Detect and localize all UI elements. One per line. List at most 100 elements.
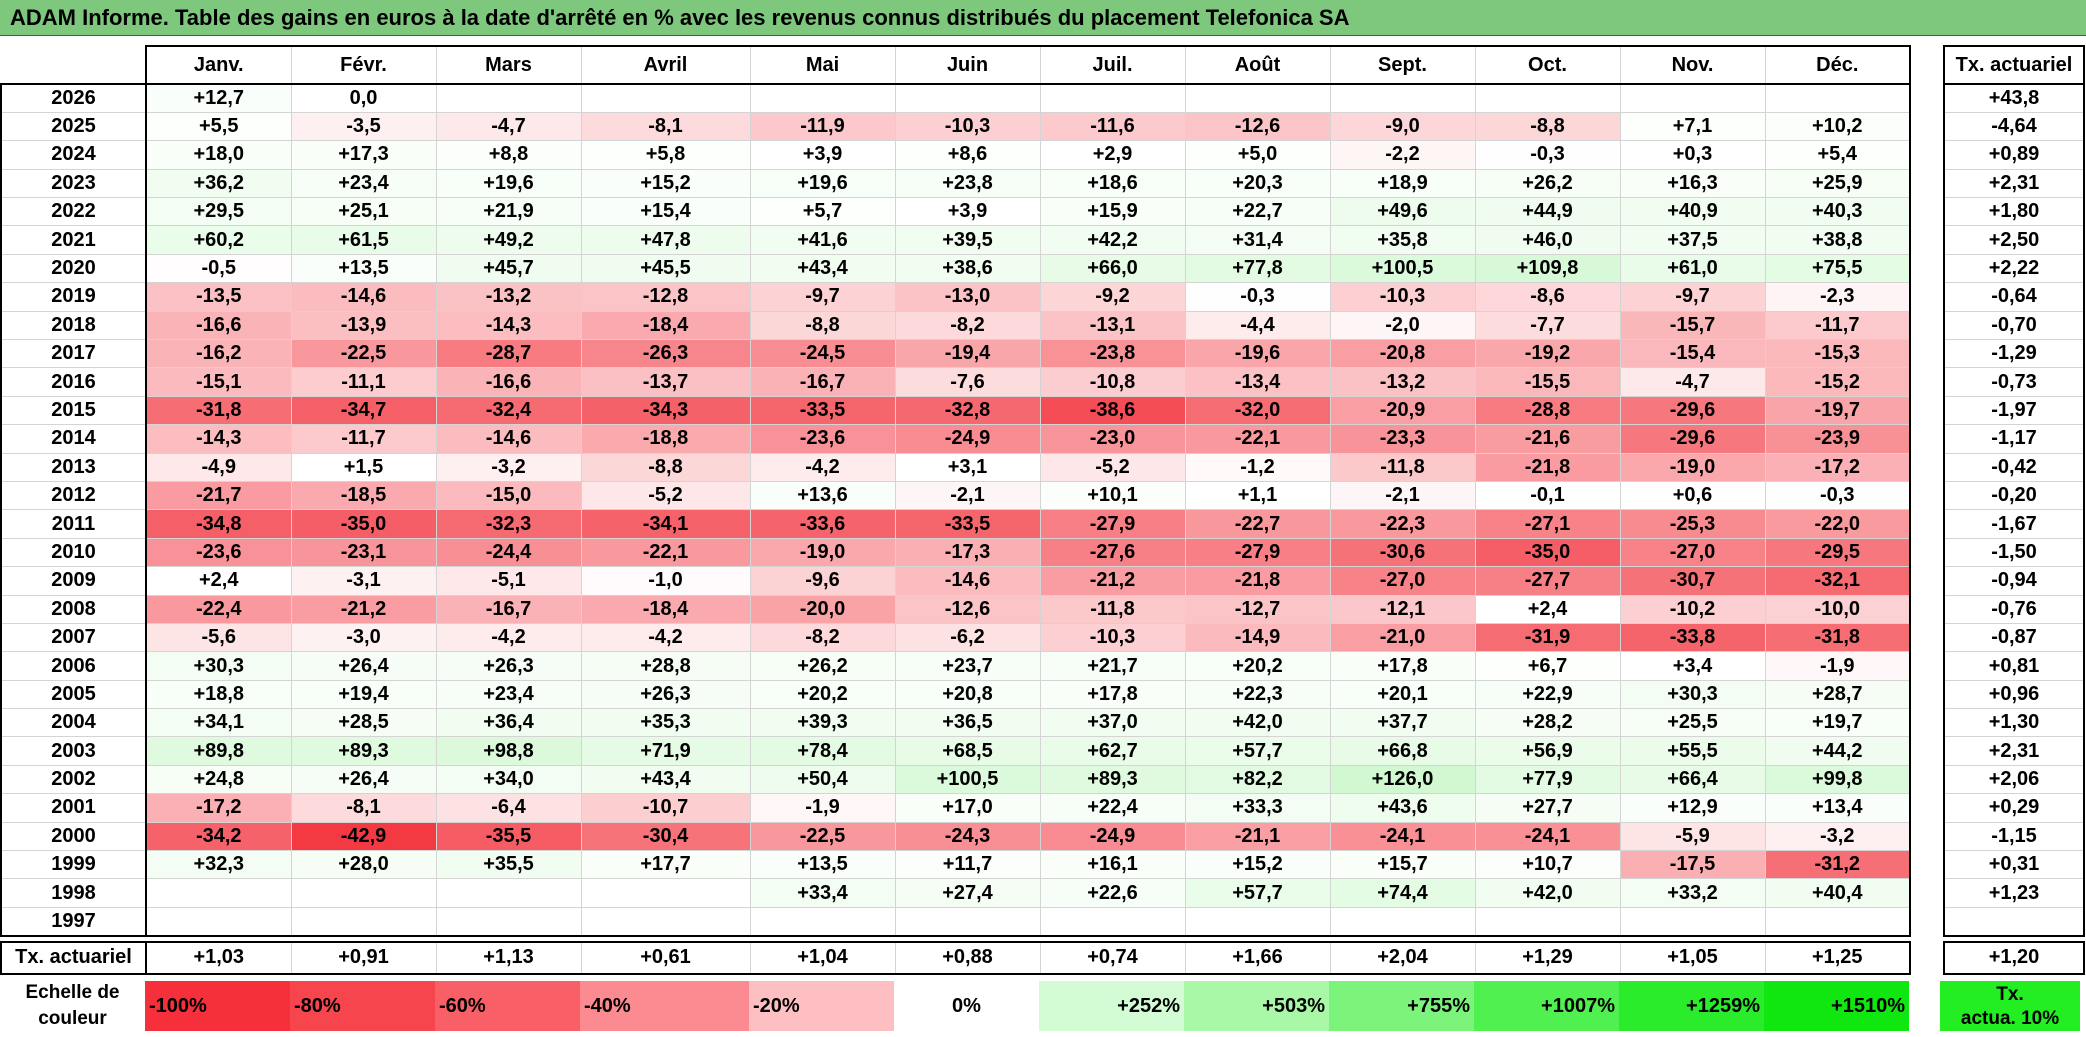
gain-cell: +74,4 [1329, 878, 1476, 908]
gain-cell: +21,9 [435, 197, 582, 227]
gain-cell: +39,5 [894, 225, 1041, 255]
table-row: 2006 +30,3 +26,4 +26,3 +28,8 +26,2 +23,7 +21,7 +… [0, 651, 2085, 681]
gain-cell [1329, 906, 1476, 937]
gain-cell: -6,2 [894, 622, 1041, 653]
gain-cell: -22,7 [1184, 509, 1331, 539]
table-row: 2026 +12,7 0,0 +43,8 [0, 83, 2085, 113]
year-label: 2012 [0, 480, 147, 511]
gain-cell: +27,4 [894, 878, 1041, 908]
month-header: Août [1184, 45, 1331, 85]
table-row: 2002 +24,8 +26,4 +34,0 +43,4 +50,4 +100,5 +89,3… [0, 764, 2085, 795]
gain-cell: +26,3 [580, 679, 751, 710]
gain-cell: -23,6 [145, 537, 292, 568]
gain-cell: +12,9 [1619, 793, 1766, 823]
color-scale-swatch: -60% [435, 981, 580, 1031]
gain-cell: +17,8 [1039, 679, 1186, 710]
gain-cell: -27,7 [1474, 566, 1621, 596]
gain-cell: +32,3 [145, 850, 292, 880]
gain-cell: -11,8 [1329, 452, 1476, 482]
gain-cell: +22,9 [1474, 679, 1621, 710]
table-body: 2026 +12,7 0,0 +43,8 2025 +5,5 -3,5 -4,7 -8,1 -11… [0, 83, 2085, 975]
gain-cell: -33,5 [894, 509, 1041, 539]
gain-cell: +13,5 [749, 850, 896, 880]
gain-cell: +23,4 [290, 168, 437, 199]
actuarial-scale-swatch: Tx. actua. 10% [1940, 981, 2080, 1031]
gains-table: Janv. Févr. Mars Avril Mai Juin Juil. Août Sept.… [0, 45, 2085, 975]
actuarial-cell: +2,06 [1943, 764, 2085, 795]
month-header: Janv. [145, 45, 292, 85]
gain-cell: +77,9 [1474, 764, 1621, 795]
gain-cell: +20,2 [749, 679, 896, 710]
summary-cell: +1,04 [749, 940, 896, 975]
gain-cell: -29,6 [1619, 395, 1766, 426]
gain-cell: -15,1 [145, 367, 292, 397]
gain-cell: +17,0 [894, 793, 1041, 823]
month-header: Déc. [1764, 45, 1911, 85]
gain-cell: -22,3 [1329, 509, 1476, 539]
gain-cell: +98,8 [435, 736, 582, 766]
gain-cell: -32,1 [1764, 566, 1911, 596]
gain-cell: +19,7 [1764, 708, 1911, 738]
gain-cell [290, 878, 437, 908]
gain-cell: -15,2 [1764, 367, 1911, 397]
actuarial-cell: -0,20 [1943, 480, 2085, 511]
column-gap [1910, 595, 1944, 624]
gain-cell: -24,1 [1474, 821, 1621, 852]
gain-cell: -22,0 [1764, 509, 1911, 539]
gain-cell: +1,5 [290, 452, 437, 482]
column-gap [1910, 538, 1944, 567]
gain-cell: +26,2 [749, 651, 896, 681]
column-gap [1910, 225, 1944, 255]
gain-cell [749, 906, 896, 937]
gain-cell: +15,2 [1184, 850, 1331, 880]
gain-cell [145, 878, 292, 908]
gain-cell: +78,4 [749, 736, 896, 766]
gain-cell: -15,0 [435, 480, 582, 511]
gain-cell: -8,1 [580, 111, 751, 142]
gain-cell: -5,9 [1619, 821, 1766, 852]
gain-cell: +20,2 [1184, 651, 1331, 681]
gain-cell: +41,6 [749, 225, 896, 255]
gain-cell: -22,4 [145, 594, 292, 624]
year-label: 2022 [0, 197, 147, 227]
gain-cell: -19,0 [749, 537, 896, 568]
gain-cell: -34,3 [580, 395, 751, 426]
gain-cell: -34,2 [145, 821, 292, 852]
gain-cell: +5,0 [1184, 140, 1331, 170]
gain-cell: -4,4 [1184, 310, 1331, 341]
color-scale-label-line1: Echelle de [25, 982, 120, 1003]
year-label: 2008 [0, 594, 147, 624]
gain-cell: -20,9 [1329, 395, 1476, 426]
year-label: 1998 [0, 878, 147, 908]
gain-cell: +19,4 [290, 679, 437, 710]
gain-cell: -22,5 [290, 339, 437, 369]
table-row: 2011 -34,8 -35,0 -32,3 -34,1 -33,6 -33,5 -27,9-… [0, 509, 2085, 539]
gain-cell: -31,8 [1764, 622, 1911, 653]
gain-cell: +49,2 [435, 225, 582, 255]
gain-cell: -13,1 [1039, 310, 1186, 341]
gain-cell: -5,2 [580, 480, 751, 511]
gain-cell: +33,4 [749, 878, 896, 908]
column-gap [1910, 46, 1944, 84]
gain-cell [580, 83, 751, 113]
gain-cell: -4,2 [580, 622, 751, 653]
actuarial-cell: -1,67 [1943, 509, 2085, 539]
year-label: 2016 [0, 367, 147, 397]
column-gap [1910, 396, 1944, 425]
gain-cell: +61,5 [290, 225, 437, 255]
column-gap [1910, 254, 1944, 283]
table-row: 2009 +2,4 -3,1 -5,1 -1,0 -9,6 -14,6 -21,2 -21,8-… [0, 566, 2085, 596]
gain-cell: +20,8 [894, 679, 1041, 710]
gain-cell: -27,9 [1184, 537, 1331, 568]
gain-cell: +26,2 [1474, 168, 1621, 199]
gain-cell [580, 906, 751, 937]
color-scale-legend: Echelle de couleur -100% -80% -60% -40% -20%… [0, 978, 2086, 1034]
gain-cell: +89,3 [1039, 764, 1186, 795]
color-scale-label-line2: couleur [38, 1008, 107, 1029]
gain-cell: +34,0 [435, 764, 582, 795]
gain-cell: +5,8 [580, 140, 751, 170]
column-gap [1910, 169, 1944, 198]
actuarial-cell: -0,64 [1943, 282, 2085, 312]
gain-cell: -30,6 [1329, 537, 1476, 568]
gain-cell: -27,9 [1039, 509, 1186, 539]
